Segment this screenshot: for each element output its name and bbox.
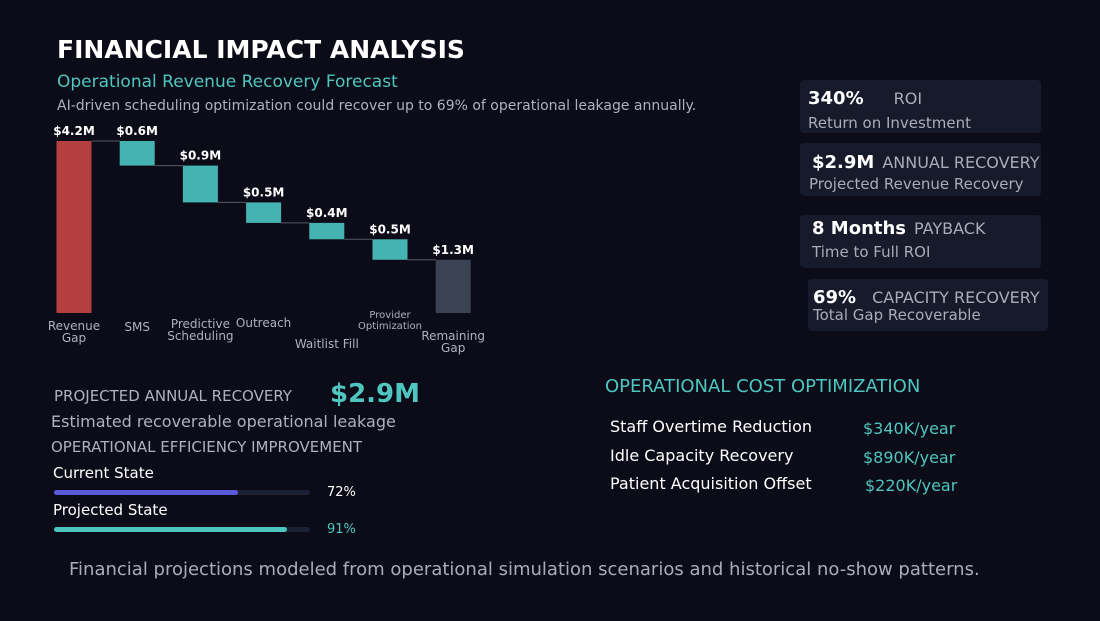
bar-value: 91%	[327, 522, 356, 537]
category-label: Provider Optimization	[358, 310, 422, 332]
kpi-value: 340%	[808, 88, 864, 109]
category-label: Outreach	[235, 316, 292, 330]
value-label: $0.4M	[306, 206, 348, 220]
kpi-label: PAYBACK	[914, 219, 986, 238]
bar	[372, 239, 408, 260]
value-label: $0.5M	[243, 185, 285, 199]
cost-value: $890K/year	[863, 448, 956, 467]
kpi-label: ANNUAL RECOVERY	[882, 153, 1040, 172]
kpi-sub: Total Gap Recoverable	[813, 306, 981, 324]
bar-name: Projected State	[53, 501, 168, 519]
cost-value: $340K/year	[863, 419, 956, 438]
category-label: Remaining Gap	[421, 329, 486, 355]
value-label: $0.9M	[180, 149, 222, 163]
kpi-value: $2.9M	[812, 152, 875, 173]
category-label: SMS	[124, 320, 150, 334]
recovery-label: PROJECTED ANNUAL RECOVERY	[54, 387, 292, 405]
cost-item: Patient Acquisition Offset	[610, 474, 812, 493]
value-label: $0.6M	[116, 124, 158, 138]
kpi-sub: Time to Full ROI	[812, 243, 931, 261]
progress-bar	[54, 490, 239, 495]
category-label: Revenue Gap	[47, 319, 101, 345]
kpi-card: 69% CAPACITY RECOVERY Total Gap Recoverab…	[808, 279, 1048, 331]
kpi-sub: Projected Revenue Recovery	[809, 175, 1024, 193]
kpi-sub: Return on Investment	[808, 114, 971, 132]
bar	[182, 165, 218, 203]
cost-title: OPERATIONAL COST OPTIMIZATION	[605, 376, 921, 397]
bar-value: 72%	[327, 485, 356, 500]
recovery-value: $2.9M	[330, 379, 421, 409]
kpi-card: 340% ROI Return on Investment	[800, 80, 1041, 133]
value-label: $0.5M	[369, 222, 411, 236]
efficiency-title: OPERATIONAL EFFICIENCY IMPROVEMENT	[51, 438, 363, 456]
kpi-card: 8 Months PAYBACK Time to Full ROI	[800, 215, 1041, 268]
recovery-sub: Estimated recoverable operational leakag…	[51, 412, 396, 431]
value-label: $4.2M	[53, 124, 95, 138]
bar	[435, 259, 471, 313]
progress-bar	[54, 527, 287, 532]
title: FINANCIAL IMPACT ANALYSIS	[57, 35, 465, 64]
bar	[119, 141, 155, 166]
footer: Financial projections modeled from opera…	[69, 559, 980, 580]
description: AI-driven scheduling optimization could …	[57, 98, 697, 114]
bar	[246, 202, 282, 223]
cost-item: Staff Overtime Reduction	[610, 417, 813, 436]
bar	[56, 141, 92, 313]
category-label: Predictive Scheduling	[167, 317, 234, 343]
kpi-label: CAPACITY RECOVERY	[872, 288, 1040, 307]
cost-value: $220K/year	[865, 476, 958, 495]
bar	[309, 222, 345, 240]
waterfall-chart: $4.2M $0.6M $0.9M $0.5M $0.4M $0.5M $1.3M	[53, 124, 474, 313]
cost-item: Idle Capacity Recovery	[610, 446, 794, 465]
subtitle: Operational Revenue Recovery Forecast	[57, 72, 398, 92]
kpi-label: ROI	[893, 89, 923, 108]
kpi-card: $2.9M ANNUAL RECOVERY Projected Revenue R…	[800, 143, 1041, 196]
kpi-value: 69%	[813, 287, 857, 308]
value-label: $1.3M	[432, 243, 474, 257]
category-label: Waitlist Fill	[294, 337, 359, 351]
kpi-value: 8 Months	[812, 218, 907, 239]
bar-name: Current State	[53, 464, 154, 482]
